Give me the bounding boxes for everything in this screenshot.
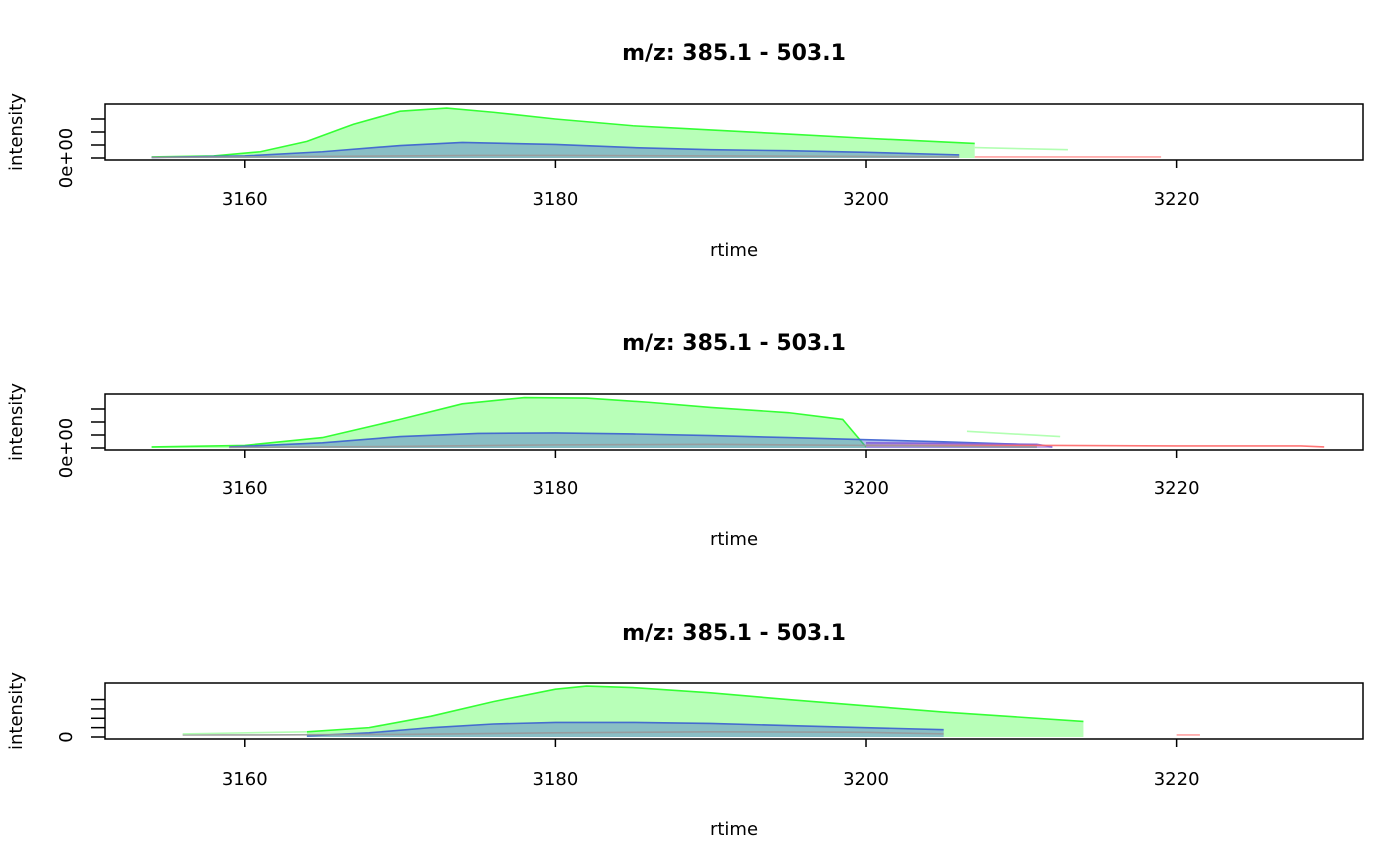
y-axis-label: intensity	[6, 383, 27, 461]
series-1-line	[151, 396, 867, 448]
chart-title: m/z: 385.1 - 503.1	[622, 41, 846, 66]
x-axis-label: rtime	[710, 819, 758, 840]
series-2-area	[229, 432, 1037, 448]
x-axis-label: rtime	[710, 529, 758, 550]
chart-panel-1: m/z: 385.1 - 503.1 3160 3180 3200 3220 0e+00 r…	[6, 41, 1364, 261]
series-5-line	[229, 443, 1037, 449]
x-tick-label: 3160	[222, 189, 268, 210]
y-tick-label: 0	[56, 731, 77, 742]
series-4-line	[866, 444, 1325, 448]
x-tick-label: 3160	[222, 478, 268, 499]
x-tick-label: 3200	[843, 478, 889, 499]
x-tick-label: 3220	[1154, 769, 1200, 790]
x-tick-label: 3200	[843, 769, 889, 790]
y-tick-label: 0e+00	[56, 418, 77, 479]
x-tick-label: 3160	[222, 769, 268, 790]
series-1-line	[151, 107, 975, 158]
chart-title: m/z: 385.1 - 503.1	[622, 331, 846, 356]
chart-panel-2: m/z: 385.1 - 503.1 3160 3180 3200 3220 0e+00 r…	[6, 331, 1364, 550]
series-1-area	[151, 108, 975, 158]
series-2-line	[229, 432, 1037, 448]
series-2-area	[151, 142, 960, 158]
x-tick-label: 3180	[532, 769, 578, 790]
series-group	[151, 107, 1162, 159]
series-3-line	[151, 154, 960, 159]
x-tick-label: 3220	[1154, 478, 1200, 499]
series-6-line	[966, 430, 1061, 438]
series-2-line	[306, 721, 944, 737]
x-tick-label: 3180	[532, 189, 578, 210]
chart-panel-3: m/z: 385.1 - 503.1 3160 3180 3200 3220 0 rtime…	[6, 621, 1364, 840]
x-tick-label: 3220	[1154, 189, 1200, 210]
series-1-line	[306, 685, 1084, 733]
series-3-line	[182, 730, 944, 736]
y-axis-label: intensity	[6, 672, 27, 750]
series-4-line	[974, 146, 1068, 151]
y-axis-label: intensity	[6, 93, 27, 171]
series-group	[151, 396, 1325, 449]
series-group	[182, 685, 1200, 737]
series-2-line	[151, 141, 960, 159]
chart-title: m/z: 385.1 - 503.1	[622, 621, 846, 646]
plot-frame	[104, 682, 1364, 740]
x-tick-label: 3200	[843, 189, 889, 210]
x-axis-label: rtime	[710, 240, 758, 261]
y-tick-label: 0e+00	[56, 128, 77, 189]
series-4-line	[182, 731, 307, 735]
x-tick-label: 3180	[532, 478, 578, 499]
